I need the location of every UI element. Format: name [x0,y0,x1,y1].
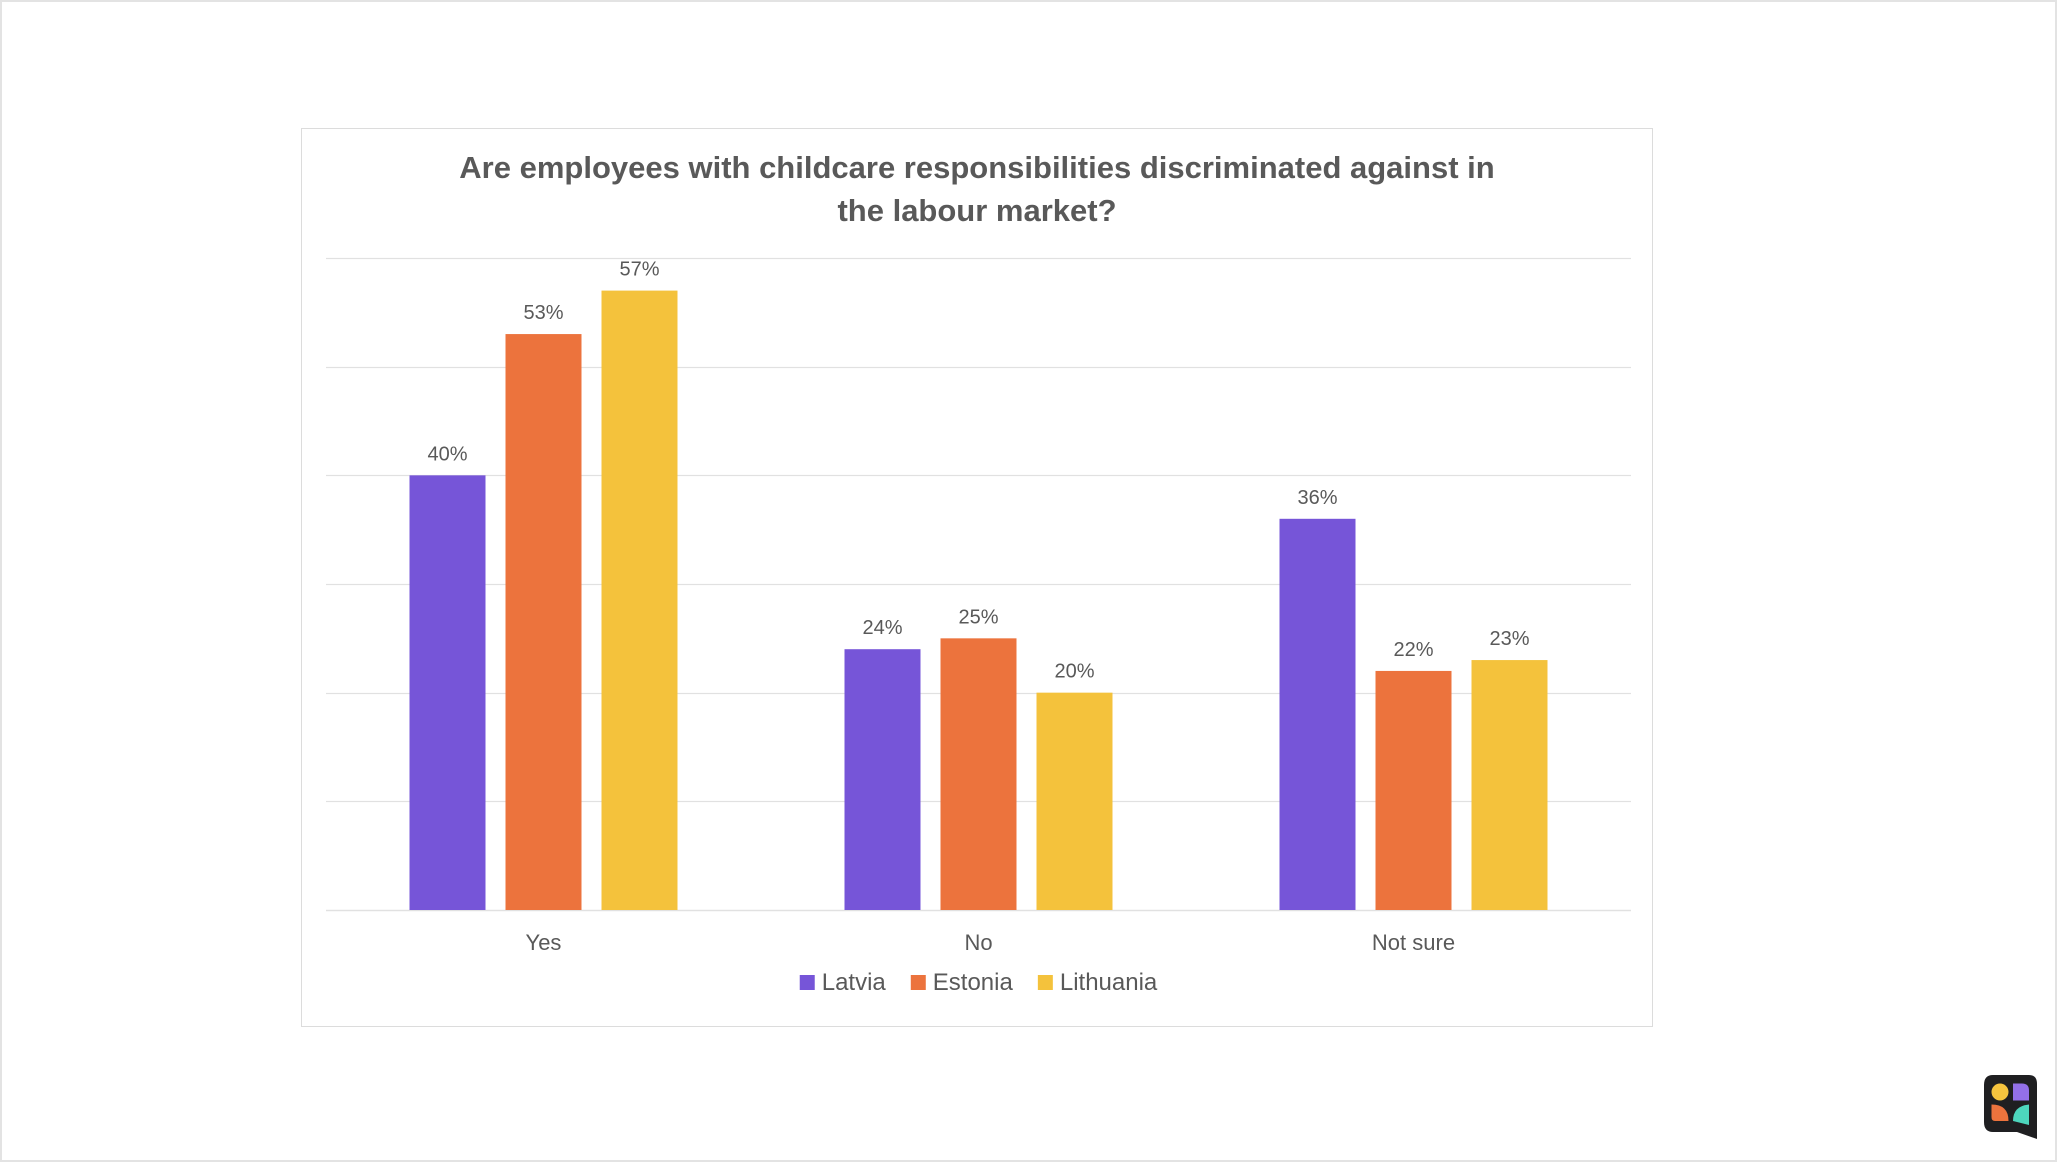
bar-estonia-yes [505,334,582,910]
category-axis: Yes No Not sure [526,930,1456,955]
logo-yellow-circle [1991,1083,2009,1101]
bar-latvia-not-sure [1279,518,1356,910]
bar-chart: Are employees with childcare responsibil… [326,150,1631,996]
logo-orange-shape [1991,1104,2009,1121]
data-label: 24% [862,617,902,639]
legend: Latvia Estonia Lithuania [799,969,1158,996]
category-label-no: No [964,930,992,955]
data-label: 25% [958,606,998,628]
legend-label: Lithuania [1060,969,1158,996]
data-label: 23% [1489,628,1529,650]
chart-title-line-2: the labour market? [837,193,1116,228]
bars [409,290,1548,911]
data-label: 20% [1054,661,1094,683]
legend-swatch [799,975,815,990]
data-label: 57% [619,259,659,281]
chart-title-line-1: Are employees with childcare responsibil… [459,150,1494,185]
bar-lithuania-yes [601,290,678,911]
logo-purple-shape [2013,1083,2029,1101]
data-label: 22% [1393,639,1433,661]
bar-estonia-no [940,638,1017,910]
data-labels: 40% 53% 57% 24% 25% 20% 36% 22% 23% [427,259,1529,683]
bar-estonia-not-sure [1375,670,1452,910]
legend-swatch [1037,975,1053,990]
bar-lithuania-no [1036,692,1113,910]
legend-swatch [910,975,926,990]
brand-logo-icon [1984,1075,2037,1139]
bar-lithuania-not-sure [1471,660,1548,910]
bar-latvia-no [844,649,921,910]
category-label-yes: Yes [526,930,562,955]
data-label: 53% [523,302,563,324]
logo-teal-shape [2013,1104,2029,1125]
legend-item-estonia: Estonia [910,969,1014,996]
legend-label: Estonia [933,969,1014,996]
chart-container: Are employees with childcare responsibil… [301,128,1653,1027]
data-label: 36% [1297,487,1337,509]
legend-item-latvia: Latvia [799,969,887,996]
bar-latvia-yes [409,475,486,910]
legend-item-lithuania: Lithuania [1037,969,1158,996]
data-label: 40% [427,443,467,465]
category-label-not-sure: Not sure [1372,930,1455,955]
legend-label: Latvia [822,969,887,996]
chart-title: Are employees with childcare responsibil… [459,150,1494,228]
